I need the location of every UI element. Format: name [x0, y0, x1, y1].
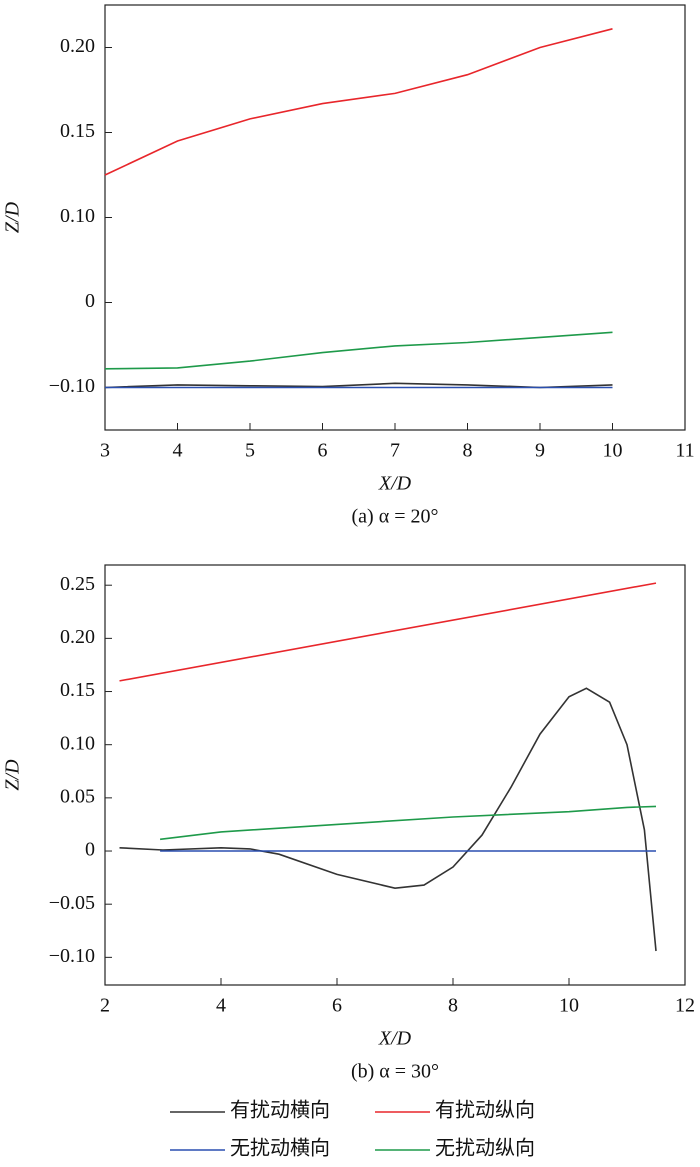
x-tick-label: 11: [675, 440, 694, 462]
x-tick-label: 2: [100, 995, 110, 1017]
x-tick-label: 4: [173, 440, 183, 462]
x-tick-label: 7: [390, 440, 400, 462]
y-axis-label: Z/D: [2, 759, 24, 791]
y-tick-label: 0.05: [60, 785, 95, 807]
x-tick-label: 8: [448, 995, 458, 1017]
y-tick-label: 0.10: [60, 205, 95, 227]
x-tick-label: 9: [535, 440, 545, 462]
series-line: [119, 582, 657, 682]
x-axis-label: X/D: [378, 473, 412, 495]
y-tick-label: 0.15: [60, 679, 95, 701]
x-tick-label: 10: [559, 995, 579, 1017]
series-line: [104, 331, 613, 370]
y-tick-label: −0.05: [49, 892, 95, 914]
caption: (b) α = 30°: [351, 1061, 439, 1083]
legend-label: 有扰动纵向: [435, 1099, 535, 1122]
x-tick-label: 3: [100, 440, 110, 462]
legend-label: 无扰动纵向: [435, 1137, 535, 1160]
y-tick-label: 0: [85, 839, 95, 861]
y-tick-label: −0.10: [49, 945, 95, 967]
x-tick-label: 4: [216, 995, 226, 1017]
series-line: [119, 687, 657, 952]
plot-frame: [104, 564, 686, 986]
x-tick-label: 12: [675, 995, 695, 1017]
series-line: [104, 28, 613, 176]
x-tick-label: 10: [603, 440, 623, 462]
series-line: [160, 805, 657, 841]
y-tick-label: 0.25: [60, 573, 95, 595]
x-tick-label: 6: [318, 440, 328, 462]
y-tick-label: 0.20: [60, 35, 95, 57]
legend-label: 无扰动横向: [230, 1137, 330, 1160]
x-tick-label: 6: [332, 995, 342, 1017]
x-tick-label: 8: [463, 440, 473, 462]
y-tick-label: 0.10: [60, 732, 95, 754]
y-axis-label: Z/D: [2, 201, 24, 233]
caption: (a) α = 20°: [352, 506, 439, 528]
legend-label: 有扰动横向: [230, 1099, 330, 1122]
y-tick-label: 0.15: [60, 120, 95, 142]
y-tick-label: 0.20: [60, 626, 95, 648]
y-tick-label: −0.10: [49, 375, 95, 397]
x-tick-label: 5: [245, 440, 255, 462]
x-axis-label: X/D: [378, 1028, 412, 1050]
y-tick-label: 0: [85, 290, 95, 312]
